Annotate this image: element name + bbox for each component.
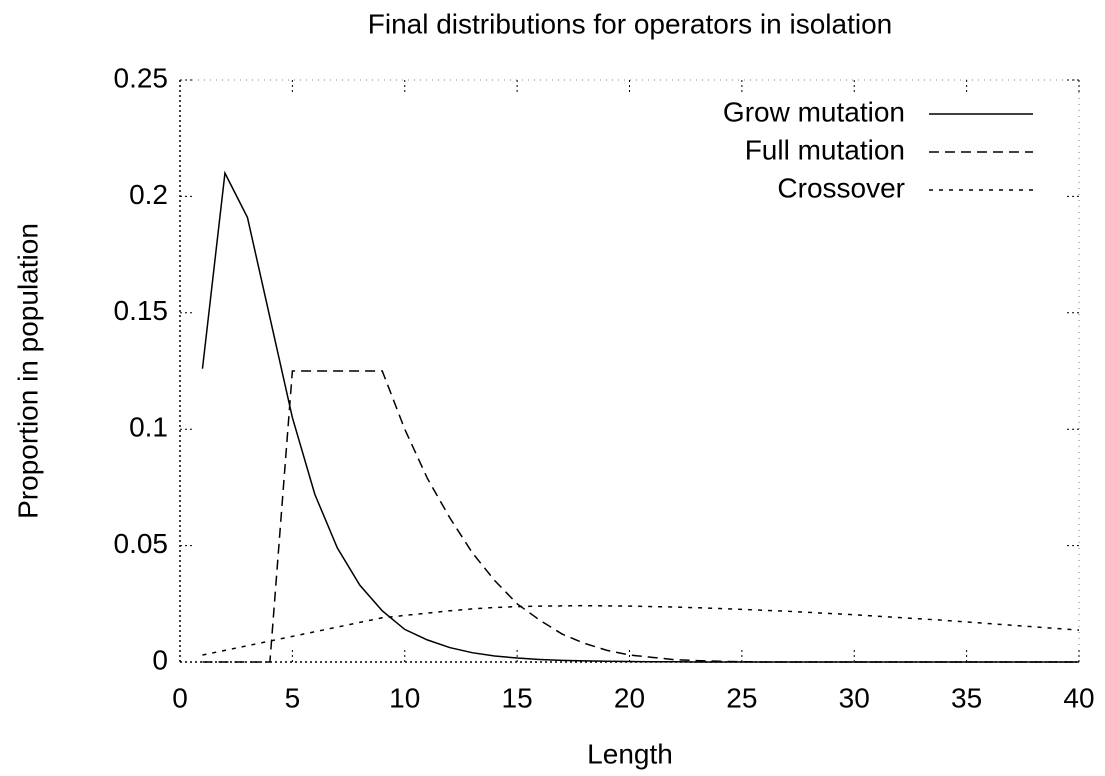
series-line [202, 370, 1079, 663]
series-line [202, 604, 1080, 656]
x-tick-label: 0 [172, 682, 188, 713]
legend-label: Grow mutation [723, 96, 905, 127]
x-tick-label: 20 [614, 682, 645, 713]
y-axis-label: Proportion in population [12, 223, 43, 519]
y-tick-label: 0.1 [129, 412, 168, 443]
x-tick-label: 10 [389, 682, 420, 713]
y-tick-label: 0.25 [114, 62, 169, 93]
x-tick-label: 35 [951, 682, 982, 713]
legend-label: Crossover [777, 172, 905, 203]
x-tick-label: 5 [285, 682, 301, 713]
x-tick-label: 40 [1063, 682, 1094, 713]
legend-label: Full mutation [745, 134, 905, 165]
series-line [201, 170, 1079, 663]
chart-title: Final distributions for operators in iso… [368, 8, 892, 39]
x-tick-label: 30 [839, 682, 870, 713]
y-tick-label: 0 [152, 644, 168, 675]
x-tick-label: 15 [502, 682, 533, 713]
y-tick-label: 0.2 [129, 179, 168, 210]
y-tick-label: 0.05 [114, 528, 169, 559]
x-axis-label: Length [587, 738, 673, 769]
x-tick-label: 25 [726, 682, 757, 713]
y-tick-label: 0.15 [114, 295, 169, 326]
